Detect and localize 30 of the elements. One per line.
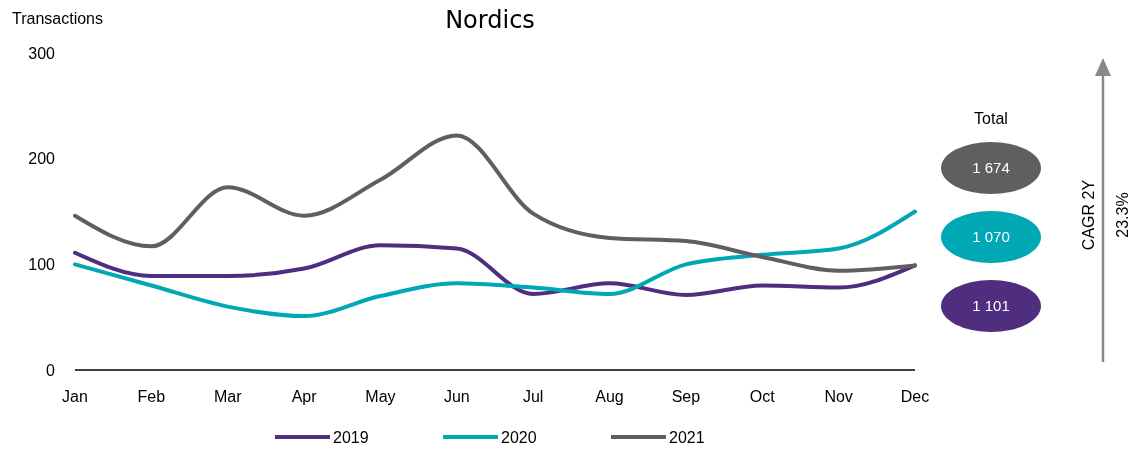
text: Total bbox=[974, 110, 1008, 127]
text: CAGR 2Y bbox=[1080, 179, 1097, 251]
text: 1 101 bbox=[972, 297, 1010, 315]
x-tick-label: Aug bbox=[595, 388, 624, 405]
legend-label: 2019 bbox=[333, 429, 369, 446]
legend-label: 2021 bbox=[669, 429, 705, 446]
x-tick-label: Jun bbox=[443, 388, 470, 405]
x-tick-label: Feb bbox=[137, 388, 166, 405]
line-series bbox=[73, 209, 917, 319]
y-tick-label: 0 bbox=[46, 361, 56, 379]
x-tick-label: Jul bbox=[522, 388, 544, 405]
y-tick-label: 300 bbox=[28, 44, 56, 62]
line-series bbox=[73, 133, 917, 273]
x-tick-label: Jan bbox=[62, 388, 88, 405]
x-tick-label: Sep bbox=[671, 388, 701, 405]
chart-title: Nordics bbox=[445, 6, 535, 34]
x-tick-label: Oct bbox=[749, 388, 776, 405]
x-tick-label: Nov bbox=[824, 388, 853, 405]
text: 23.3% bbox=[1114, 192, 1131, 238]
y-tick-label: 200 bbox=[28, 150, 56, 168]
y-tick-label: 100 bbox=[28, 255, 56, 273]
x-tick-label: Dec bbox=[900, 388, 930, 405]
x-tick-label: Apr bbox=[291, 388, 318, 405]
x-tick-label: May bbox=[365, 388, 396, 405]
y-axis-title: Transactions bbox=[12, 10, 103, 27]
x-tick-label: Mar bbox=[213, 388, 243, 405]
text: 1 674 bbox=[972, 159, 1010, 177]
line-series bbox=[73, 243, 917, 297]
text: 1 070 bbox=[972, 228, 1010, 246]
legend-label: 2020 bbox=[501, 429, 537, 446]
